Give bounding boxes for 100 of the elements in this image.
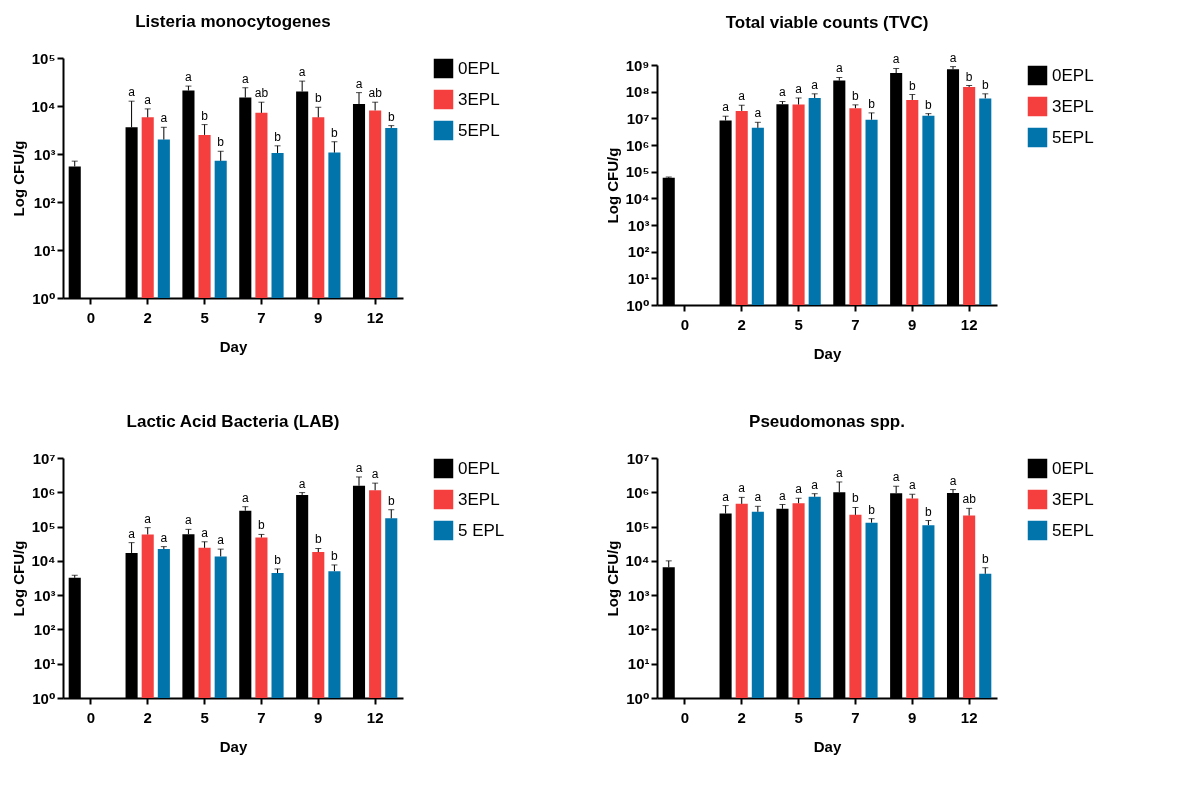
- data-label: a: [201, 525, 209, 540]
- data-label: ab: [368, 86, 383, 101]
- data-label: b: [331, 548, 339, 563]
- data-label: a: [241, 71, 249, 86]
- y-tick-label: 10⁵: [625, 518, 650, 536]
- legend-label: 5EPL: [1052, 520, 1094, 540]
- x-axis-title: Day: [219, 737, 248, 755]
- y-tick-label: 10¹: [33, 241, 56, 259]
- data-label: a: [754, 106, 762, 121]
- data-label: a: [128, 85, 136, 100]
- y-tick-label: 10⁶: [625, 136, 650, 154]
- data-label: b: [274, 129, 282, 144]
- x-axis-title: Day: [219, 337, 248, 355]
- y-tick-label: 10⁵: [31, 518, 56, 536]
- x-axis-title: Day: [813, 737, 842, 755]
- data-label: a: [892, 52, 900, 67]
- x-tick-label: 2: [143, 308, 152, 326]
- y-tick-label: 10⁴: [625, 552, 650, 570]
- legend-label: 3EPL: [458, 89, 500, 109]
- data-label: b: [331, 125, 339, 140]
- y-tick-label: 10⁵: [31, 49, 56, 67]
- data-label: a: [355, 76, 363, 91]
- y-tick-label: 10⁶: [625, 483, 650, 501]
- x-axis-title: Day: [813, 344, 842, 362]
- x-tick-label: 2: [143, 708, 152, 726]
- y-tick-label: 10³: [33, 145, 56, 163]
- y-tick-label: 10²: [33, 620, 56, 638]
- chart-title: Total viable counts (TVC): [725, 12, 929, 32]
- data-label: b: [925, 97, 933, 112]
- legend-label: 0EPL: [458, 458, 500, 478]
- data-label: a: [738, 89, 746, 104]
- data-label: b: [965, 69, 973, 84]
- legend-label: 5EPL: [458, 120, 500, 140]
- y-tick-label: 10⁰: [626, 296, 650, 314]
- data-label: a: [835, 465, 843, 480]
- data-label: a: [241, 490, 249, 505]
- data-label: a: [355, 460, 363, 475]
- data-label: a: [144, 92, 152, 107]
- y-tick-label: 10⁸: [625, 83, 650, 101]
- y-tick-label: 10⁰: [32, 289, 56, 307]
- data-label: b: [314, 91, 322, 106]
- data-label: b: [908, 78, 916, 93]
- legend-label: 0EPL: [1052, 458, 1094, 478]
- y-tick-label: 10¹: [627, 655, 650, 673]
- data-label: b: [852, 88, 860, 103]
- y-tick-label: 10⁷: [626, 449, 650, 467]
- y-tick-label: 10³: [33, 586, 56, 604]
- chart-title: Pseudomonas spp.: [749, 412, 905, 431]
- data-label: a: [128, 526, 136, 541]
- legend-label: 0EPL: [1052, 65, 1094, 85]
- x-tick-label: 5: [794, 315, 803, 333]
- data-label: b: [868, 96, 876, 111]
- x-tick-label: 5: [200, 708, 209, 726]
- data-label: a: [185, 70, 193, 85]
- data-label: b: [314, 532, 322, 547]
- data-label: a: [892, 470, 900, 485]
- x-tick-label: 0: [680, 315, 690, 333]
- y-tick-label: 10³: [627, 586, 650, 604]
- data-label: b: [868, 502, 876, 517]
- x-tick-label: 7: [851, 708, 860, 726]
- data-label: a: [298, 65, 306, 80]
- data-label: a: [160, 111, 168, 126]
- y-tick-label: 10¹: [33, 655, 56, 673]
- data-label: a: [298, 476, 306, 491]
- data-label: a: [217, 533, 225, 548]
- data-label: a: [835, 61, 843, 76]
- y-axis-title: Log CFU/g: [10, 540, 28, 617]
- y-tick-label: 10⁵: [625, 163, 650, 181]
- data-label: a: [811, 77, 819, 92]
- data-label: b: [258, 518, 266, 533]
- x-tick-label: 12: [366, 308, 384, 326]
- y-tick-label: 10⁶: [31, 483, 56, 501]
- data-label: a: [779, 85, 787, 100]
- legend-label: 5 EPL: [458, 520, 505, 540]
- data-label: a: [754, 490, 762, 505]
- x-tick-label: 12: [366, 708, 384, 726]
- data-label: b: [201, 108, 209, 123]
- legend-label: 3EPL: [1052, 96, 1094, 116]
- y-tick-label: 10⁰: [32, 689, 56, 707]
- chart-title: Listeria monocytogenes: [135, 12, 331, 31]
- y-tick-label: 10⁷: [32, 449, 56, 467]
- x-tick-label: 9: [314, 308, 323, 326]
- x-tick-label: 5: [200, 308, 209, 326]
- data-label: b: [981, 551, 989, 566]
- data-label: a: [811, 477, 819, 492]
- x-tick-label: 0: [86, 708, 96, 726]
- y-tick-label: 10⁰: [626, 689, 650, 707]
- data-label: a: [185, 513, 193, 528]
- data-label: a: [738, 481, 746, 496]
- data-label: a: [795, 81, 803, 96]
- y-tick-label: 10²: [627, 620, 650, 638]
- data-label: b: [387, 109, 395, 124]
- y-tick-label: 10³: [627, 216, 650, 234]
- y-tick-label: 10⁴: [625, 189, 650, 207]
- data-label: b: [925, 504, 933, 519]
- y-tick-label: 10¹: [627, 269, 650, 287]
- x-tick-label: 7: [257, 708, 266, 726]
- data-label: a: [779, 488, 787, 503]
- x-tick-label: 7: [851, 315, 860, 333]
- y-tick-label: 10⁷: [626, 109, 650, 127]
